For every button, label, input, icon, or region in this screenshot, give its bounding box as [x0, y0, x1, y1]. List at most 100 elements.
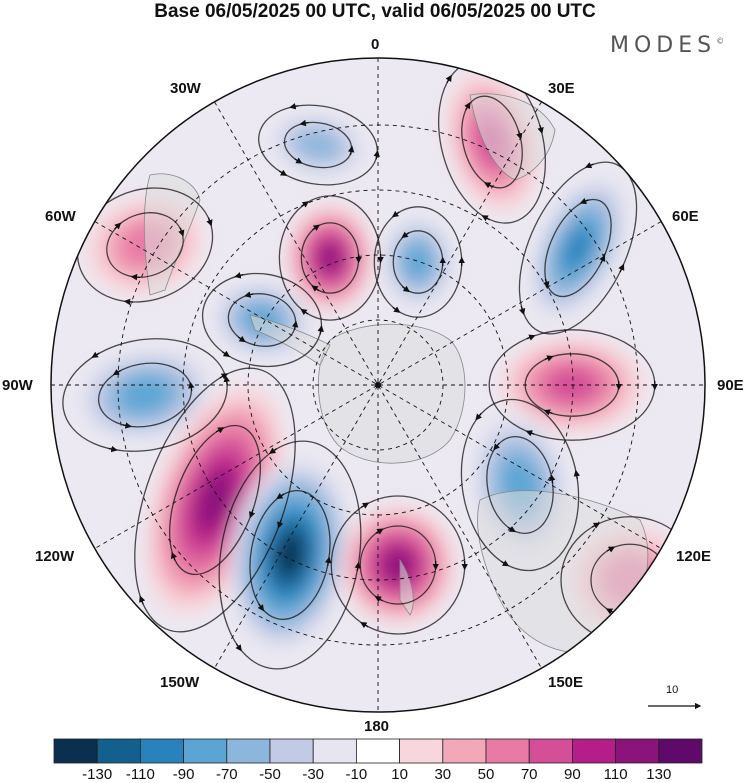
- anomaly-contour: [198, 472, 232, 528]
- lon-label-60e: 60E: [672, 208, 699, 225]
- streamline-arrow: [139, 595, 146, 605]
- streamline-arrow: [130, 273, 140, 281]
- streamline-arrow: [606, 546, 616, 553]
- streamline-arrow: [278, 169, 288, 176]
- streamline-arrow: [188, 381, 195, 391]
- colorbar-tick-label: 10: [391, 766, 408, 783]
- antarctica-landmass: [317, 323, 466, 464]
- graticule: [51, 58, 705, 712]
- streamline-arrow: [543, 279, 550, 289]
- streamline-arrow: [237, 335, 246, 343]
- streamline-arrow: [234, 272, 244, 279]
- streamline-arrow: [311, 285, 320, 292]
- map-disk: [51, 58, 705, 712]
- anomaly-contour: [563, 226, 593, 270]
- copyright-mark: ©: [716, 36, 725, 46]
- anomaly-contour: [295, 129, 341, 161]
- streamline-arrow: [114, 222, 122, 230]
- colorbar-tick-label: -10: [345, 766, 368, 783]
- streamline-arrow: [464, 102, 471, 111]
- colorbar-tick-label: -50: [259, 766, 281, 783]
- colorbar-tick-label: -70: [215, 766, 238, 783]
- colorbar-tick-label: 110: [603, 766, 628, 783]
- new-zealand-landmass: [399, 558, 414, 616]
- streamline-arrow: [123, 298, 133, 306]
- streamline-arrow: [268, 447, 278, 454]
- streamline-arrow: [584, 162, 594, 169]
- anomaly-contour: [120, 377, 170, 413]
- streamline-arrow: [375, 528, 384, 535]
- anomaly-contour: [277, 534, 303, 576]
- colorbar-tick-label: 130: [646, 766, 672, 783]
- colorbar-tick-label: -110: [125, 766, 155, 783]
- streamline-arrow: [324, 556, 332, 566]
- africa-landmass: [469, 93, 556, 181]
- peninsula-landmass: [249, 314, 331, 366]
- streamline-arrow: [347, 145, 355, 155]
- lon-label-0: 0: [371, 36, 380, 53]
- streamline-arrow: [392, 306, 401, 313]
- streamline-arrow: [618, 263, 625, 273]
- parallel-10s: [117, 124, 639, 646]
- lon-label-90e: 90E: [717, 377, 744, 394]
- streamline-arrow: [276, 492, 285, 500]
- streamline-arrow: [402, 285, 410, 293]
- streamline-arrow: [590, 632, 600, 639]
- streamline-arrow: [481, 215, 490, 222]
- streamline-arrow: [257, 603, 265, 612]
- meridian-60e-120w: [94, 221, 662, 549]
- streamline-arrow: [500, 560, 510, 567]
- streamline-arrow: [507, 525, 516, 533]
- colorbar-tick-label: 70: [520, 766, 538, 783]
- colorbar-tick-label: 90: [564, 766, 581, 783]
- streamline-arrow: [312, 224, 321, 231]
- streamline-arrow: [401, 231, 410, 239]
- streamline-arrow: [549, 474, 556, 484]
- streamline-arrow: [493, 442, 500, 451]
- colorbar-tick-label: -130: [82, 766, 113, 783]
- streamline-arrow: [221, 350, 231, 357]
- streamline-arrow: [249, 509, 256, 519]
- streamline-arrow: [92, 208, 100, 216]
- streamline-arrow: [543, 409, 553, 416]
- streamline-arrow: [516, 130, 523, 140]
- streamline-arrow: [374, 596, 383, 603]
- colorbar-tick-label: -90: [172, 766, 195, 783]
- anomaly-contour: [404, 245, 432, 279]
- streamline-arrow: [526, 334, 536, 341]
- south-pole-marker: [375, 382, 381, 388]
- lon-label-30e: 30E: [548, 80, 575, 97]
- streamline-arrow: [573, 469, 581, 480]
- streamline-arrow: [112, 369, 122, 376]
- lon-label-120e: 120E: [676, 548, 712, 565]
- streamline-arrow: [122, 422, 132, 429]
- streamline-arrow: [354, 561, 361, 572]
- lon-label-30w: 30W: [170, 80, 201, 97]
- streamline-arrow: [215, 427, 225, 434]
- streamline-arrow: [475, 412, 482, 421]
- parallel-30s: [182, 189, 574, 581]
- streamline-layer: [62, 60, 703, 670]
- streamline-arrow: [525, 430, 535, 437]
- streamline-arrow: [178, 227, 185, 237]
- streamline-arrow: [108, 445, 118, 453]
- streamline-arrow: [170, 551, 178, 561]
- streamline-arrow: [299, 119, 309, 127]
- meridian-30e-150w: [214, 101, 542, 669]
- anomaly-contour: [319, 244, 341, 272]
- reference-vector-label: 10: [666, 684, 679, 696]
- streamline-arrow: [244, 291, 254, 298]
- streamline-arrow: [235, 643, 242, 652]
- colorbar-tick-label: -30: [302, 766, 325, 783]
- map-boundary: [50, 57, 706, 713]
- streamline-arrow: [360, 502, 370, 509]
- streamline-arrow: [291, 320, 299, 330]
- meridian-30w-150e: [214, 101, 542, 669]
- colorbar-tick-label: 30: [434, 766, 452, 783]
- map-title: Base 06/05/2025 00 UTC, valid 06/05/2025…: [154, 1, 596, 22]
- streamline-arrow: [219, 373, 229, 380]
- streamline-arrow: [360, 622, 369, 629]
- streamline-arrow: [544, 355, 554, 362]
- streamline-arrow: [294, 157, 303, 164]
